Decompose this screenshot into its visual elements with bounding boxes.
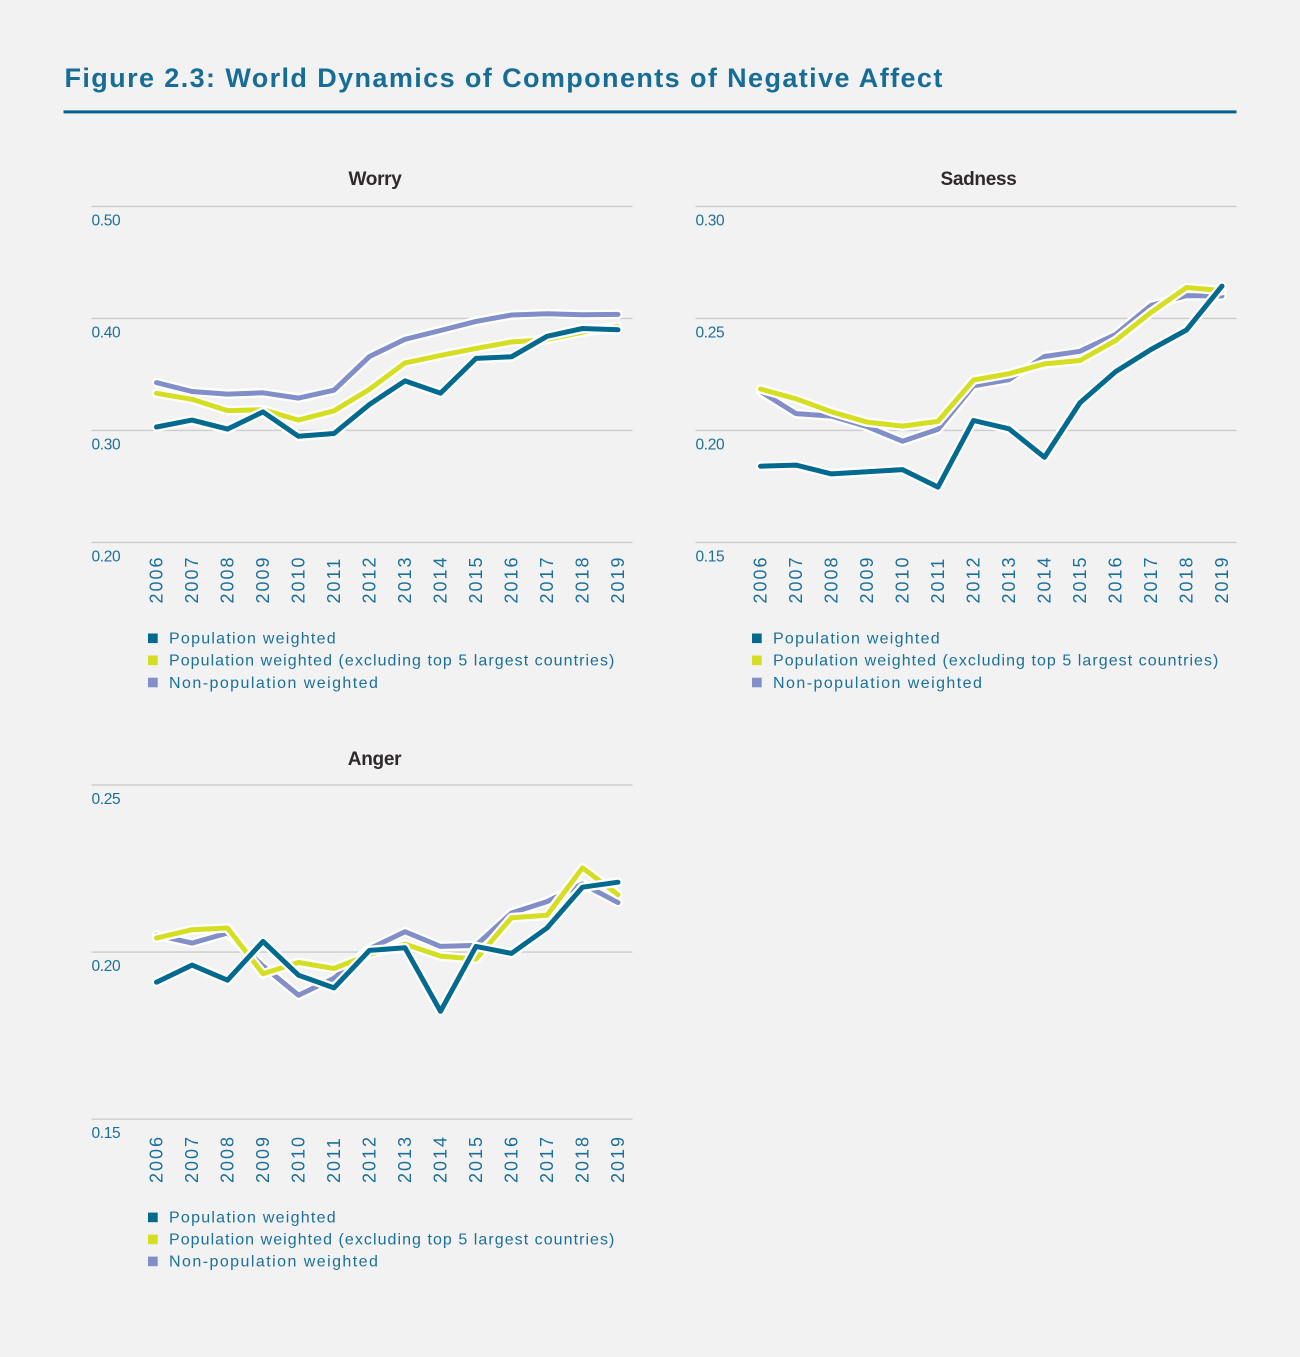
svg-text:2018: 2018 bbox=[573, 555, 593, 603]
svg-text:Non-population weighted: Non-population weighted bbox=[169, 1254, 379, 1271]
svg-text:0.25: 0.25 bbox=[696, 324, 725, 341]
svg-text:0.50: 0.50 bbox=[92, 212, 121, 229]
svg-text:Anger: Anger bbox=[348, 749, 402, 770]
svg-text:2016: 2016 bbox=[1106, 555, 1126, 603]
svg-text:2018: 2018 bbox=[573, 1135, 593, 1183]
svg-text:0.15: 0.15 bbox=[92, 1125, 121, 1142]
svg-text:Population weighted: Population weighted bbox=[169, 631, 337, 648]
svg-text:2017: 2017 bbox=[1141, 555, 1161, 603]
svg-text:Population weighted (excluding: Population weighted (excluding top 5 lar… bbox=[169, 653, 615, 670]
svg-text:Population weighted (excluding: Population weighted (excluding top 5 lar… bbox=[169, 1232, 615, 1249]
svg-text:0.20: 0.20 bbox=[696, 436, 725, 453]
svg-text:2015: 2015 bbox=[466, 1135, 486, 1183]
svg-text:2009: 2009 bbox=[253, 555, 273, 603]
svg-text:2014: 2014 bbox=[431, 1135, 451, 1183]
svg-text:2018: 2018 bbox=[1177, 555, 1197, 603]
svg-text:2016: 2016 bbox=[502, 1135, 522, 1183]
svg-text:0.40: 0.40 bbox=[92, 324, 121, 341]
svg-text:2012: 2012 bbox=[360, 1135, 380, 1183]
svg-text:Worry: Worry bbox=[348, 169, 402, 190]
svg-text:Population weighted: Population weighted bbox=[773, 631, 941, 648]
svg-text:2006: 2006 bbox=[147, 1135, 167, 1183]
svg-text:2011: 2011 bbox=[928, 557, 948, 604]
svg-text:2017: 2017 bbox=[537, 1135, 557, 1183]
svg-text:2014: 2014 bbox=[431, 555, 451, 603]
svg-text:2012: 2012 bbox=[964, 555, 984, 603]
svg-text:2015: 2015 bbox=[466, 555, 486, 603]
svg-text:2009: 2009 bbox=[857, 555, 877, 603]
svg-text:2013: 2013 bbox=[395, 1135, 415, 1183]
svg-text:2019: 2019 bbox=[608, 1135, 628, 1183]
svg-text:0.20: 0.20 bbox=[92, 548, 121, 565]
svg-text:2010: 2010 bbox=[289, 555, 309, 603]
svg-text:2009: 2009 bbox=[253, 1135, 273, 1183]
svg-text:2013: 2013 bbox=[395, 555, 415, 603]
svg-text:2010: 2010 bbox=[289, 1135, 309, 1183]
svg-text:2008: 2008 bbox=[218, 1135, 238, 1183]
svg-text:Non-population weighted: Non-population weighted bbox=[773, 675, 983, 692]
svg-text:2016: 2016 bbox=[502, 555, 522, 603]
svg-text:2019: 2019 bbox=[1212, 555, 1232, 603]
svg-text:0.25: 0.25 bbox=[92, 791, 121, 808]
svg-text:2010: 2010 bbox=[893, 555, 913, 603]
svg-text:2007: 2007 bbox=[182, 555, 202, 603]
svg-text:2015: 2015 bbox=[1070, 555, 1090, 603]
svg-text:0.30: 0.30 bbox=[92, 436, 121, 453]
svg-text:2006: 2006 bbox=[751, 555, 771, 603]
svg-text:Figure 2.3: World Dynamics of: Figure 2.3: World Dynamics of Components… bbox=[65, 63, 944, 93]
svg-text:2007: 2007 bbox=[786, 555, 806, 603]
svg-text:Non-population weighted: Non-population weighted bbox=[169, 675, 379, 692]
svg-text:Population weighted (excluding: Population weighted (excluding top 5 lar… bbox=[773, 653, 1219, 670]
svg-text:Population weighted: Population weighted bbox=[169, 1210, 337, 1227]
svg-text:2006: 2006 bbox=[147, 555, 167, 603]
svg-text:2011: 2011 bbox=[324, 1136, 344, 1183]
svg-text:2011: 2011 bbox=[324, 557, 344, 604]
svg-text:2017: 2017 bbox=[537, 555, 557, 603]
svg-text:0.15: 0.15 bbox=[696, 548, 725, 565]
svg-text:2007: 2007 bbox=[182, 1135, 202, 1183]
svg-text:2008: 2008 bbox=[218, 555, 238, 603]
svg-text:2013: 2013 bbox=[999, 555, 1019, 603]
svg-text:2019: 2019 bbox=[608, 555, 628, 603]
svg-text:0.20: 0.20 bbox=[92, 958, 121, 975]
svg-text:Sadness: Sadness bbox=[940, 169, 1016, 190]
svg-text:2008: 2008 bbox=[822, 555, 842, 603]
svg-text:2012: 2012 bbox=[360, 555, 380, 603]
svg-text:2014: 2014 bbox=[1035, 555, 1055, 603]
svg-text:0.30: 0.30 bbox=[696, 212, 725, 229]
